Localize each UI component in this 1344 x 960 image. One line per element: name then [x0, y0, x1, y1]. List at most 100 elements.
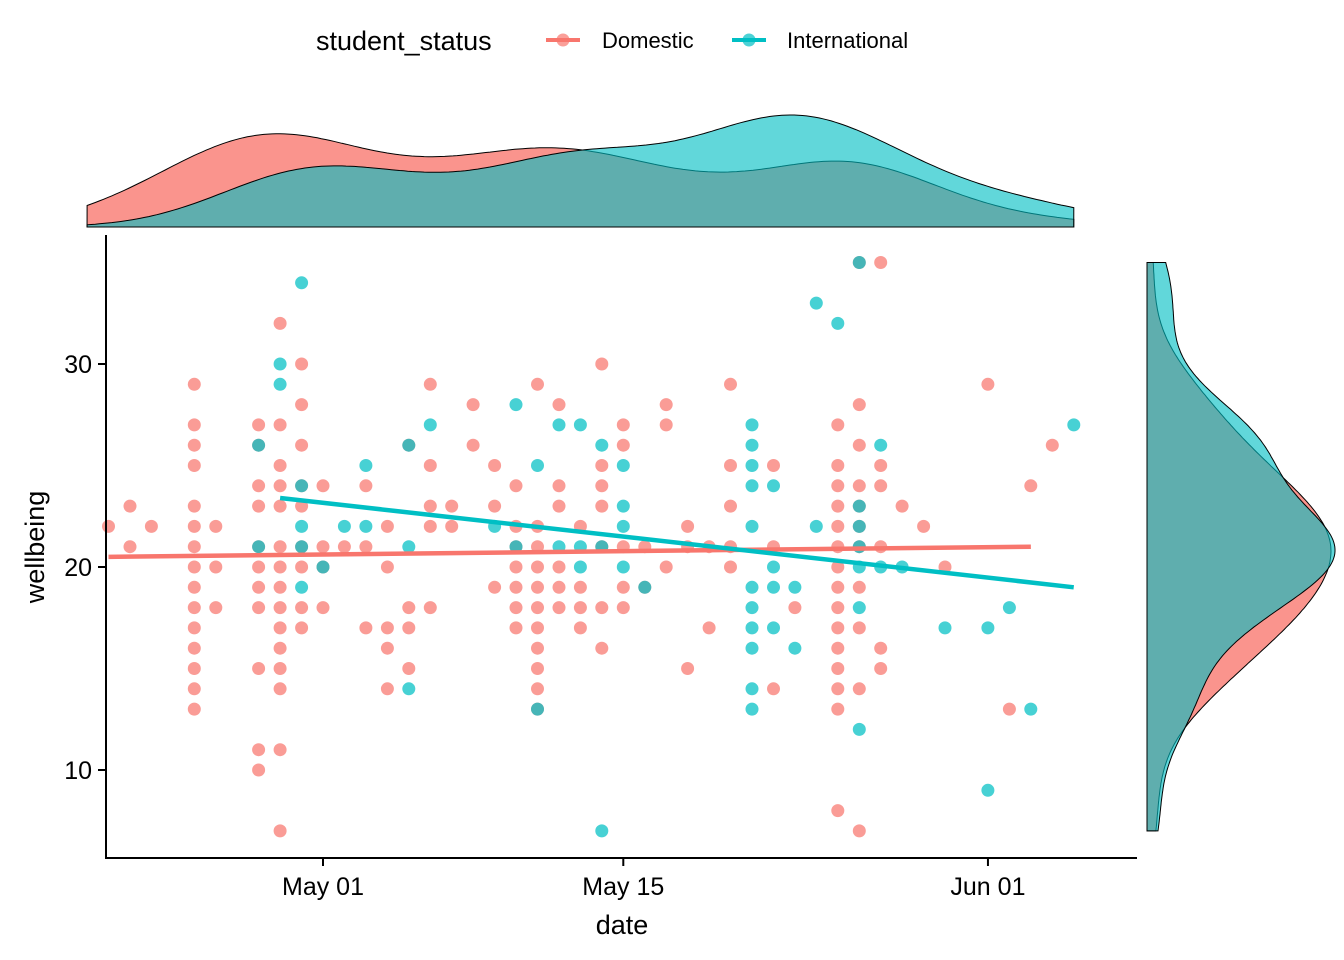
data-point: [831, 682, 845, 696]
data-point: [809, 519, 823, 533]
data-point: [423, 601, 437, 615]
data-point: [531, 641, 544, 655]
data-point: [767, 479, 780, 493]
data-point: [187, 702, 201, 716]
data-point: [831, 601, 845, 615]
data-point: [573, 580, 587, 594]
data-point: [852, 722, 866, 736]
data-point: [531, 580, 544, 594]
data-point: [831, 621, 845, 635]
data-point: [252, 662, 266, 675]
data-point: [316, 540, 330, 554]
data-point: [595, 357, 609, 371]
data-point: [616, 519, 630, 533]
data-point: [831, 560, 845, 574]
data-point: [552, 560, 566, 574]
data-point: [187, 641, 201, 655]
legend-key-domestic: [546, 33, 580, 47]
data-point: [423, 519, 437, 533]
data-point: [187, 519, 201, 533]
data-point: [1002, 702, 1016, 716]
legend-key-dot: [556, 33, 570, 47]
data-point: [831, 519, 845, 533]
y-axis-label: wellbeing: [20, 491, 50, 605]
data-point: [273, 682, 287, 696]
data-point: [659, 418, 673, 432]
data-point: [852, 519, 866, 533]
data-point: [187, 438, 201, 452]
data-point: [616, 459, 630, 472]
data-point: [380, 560, 394, 574]
data-point: [273, 601, 287, 615]
data-point: [337, 540, 351, 554]
data-point: [852, 682, 866, 696]
data-point: [509, 580, 523, 594]
data-point: [852, 256, 866, 269]
data-point: [1024, 479, 1038, 493]
data-point: [831, 804, 845, 818]
data-point: [874, 641, 888, 655]
data-point: [380, 621, 394, 635]
x-axis-label: date: [596, 910, 649, 940]
data-point: [488, 459, 502, 472]
data-point: [402, 662, 416, 675]
data-point: [981, 621, 995, 635]
data-point: [831, 702, 845, 716]
data-point: [252, 540, 266, 554]
data-point: [295, 438, 309, 452]
density-area: [86, 114, 1075, 228]
data-point: [359, 459, 373, 472]
data-point: [745, 479, 759, 493]
data-point: [531, 662, 544, 675]
data-point: [187, 621, 201, 635]
data-point: [273, 621, 287, 635]
data-point: [273, 499, 287, 513]
data-point: [273, 743, 287, 757]
data-point: [595, 479, 609, 493]
data-point: [402, 682, 416, 696]
data-point: [252, 560, 266, 574]
data-point: [767, 580, 780, 594]
data-point: [767, 560, 780, 574]
data-point: [445, 519, 459, 533]
data-point: [745, 418, 759, 432]
data-point: [337, 519, 351, 533]
data-point: [745, 519, 759, 533]
data-point: [681, 662, 695, 675]
data-point: [187, 418, 201, 432]
data-point: [745, 601, 759, 615]
data-point: [187, 499, 201, 513]
data-point: [767, 621, 780, 635]
data-point: [273, 316, 287, 330]
data-point: [1067, 418, 1081, 432]
data-point: [252, 743, 266, 757]
data-point: [616, 499, 630, 513]
data-point: [295, 398, 309, 412]
data-point: [402, 438, 416, 452]
data-point: [445, 499, 459, 513]
data-point: [831, 316, 845, 330]
data-point: [616, 438, 630, 452]
data-point: [273, 479, 287, 493]
data-point: [724, 377, 737, 391]
data-point: [1024, 702, 1038, 716]
data-point: [595, 499, 609, 513]
data-point: [852, 601, 866, 615]
data-point: [295, 276, 309, 290]
data-point: [466, 438, 480, 452]
data-point: [852, 479, 866, 493]
data-point: [573, 418, 587, 432]
data-point: [595, 824, 609, 838]
data-point: [1002, 601, 1016, 615]
data-point: [402, 540, 416, 554]
data-point: [423, 418, 437, 432]
density-area: [1146, 262, 1336, 832]
data-point: [638, 580, 652, 594]
data-point: [316, 601, 330, 615]
data-point: [767, 682, 780, 696]
data-point: [509, 601, 523, 615]
data-point: [252, 438, 266, 452]
data-point: [187, 540, 201, 554]
data-point: [209, 519, 223, 533]
